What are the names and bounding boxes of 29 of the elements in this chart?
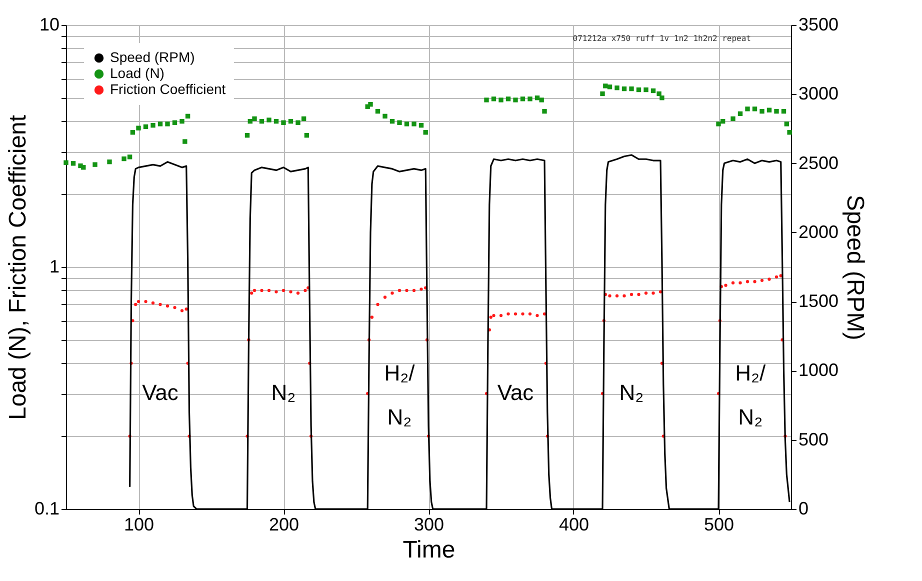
y2-tick-label: 1000 — [798, 360, 839, 380]
annotation: N₂ — [271, 380, 296, 405]
y-tick-label: 1 — [49, 256, 60, 276]
y2-axis-title: Speed (RPM) — [842, 194, 869, 340]
annotation: N₂ — [619, 380, 644, 405]
x-tick-label: 500 — [704, 514, 734, 534]
y2-tick-label: 1500 — [798, 291, 839, 312]
x-axis-title: Time — [402, 536, 456, 564]
x-tick-label: 300 — [414, 514, 444, 534]
annotation: Vac — [142, 380, 178, 405]
y-tick-label: 0.1 — [34, 498, 60, 518]
annotation: 071212a x750 ruff 1v 1n2 1h2n2 repeat — [572, 34, 752, 43]
y2-tick-label: 500 — [798, 429, 829, 450]
legend-label: Load (N) — [110, 65, 164, 81]
x-tick-label: 100 — [124, 514, 154, 534]
annotation: H₂/ N₂ — [735, 360, 767, 430]
annotation: Vac — [497, 380, 534, 405]
y2-tick-label: 3000 — [798, 84, 839, 104]
y2-tick-label: 2000 — [798, 222, 839, 242]
legend-label: Speed (RPM) — [110, 49, 195, 65]
y-tick-label: 10 — [39, 14, 60, 34]
annotation: H₂/ N₂ — [384, 360, 416, 430]
legend-label: Friction Coefficient — [110, 81, 226, 97]
x-tick-label: 400 — [558, 514, 590, 534]
y2-tick-label: 2500 — [798, 152, 839, 173]
y2-tick-label: 0 — [798, 498, 809, 518]
y-axis-title: Load (N), Friction Coefficient — [4, 114, 32, 420]
x-tick-label: 200 — [268, 514, 300, 534]
y2-tick-label: 3500 — [798, 14, 839, 34]
